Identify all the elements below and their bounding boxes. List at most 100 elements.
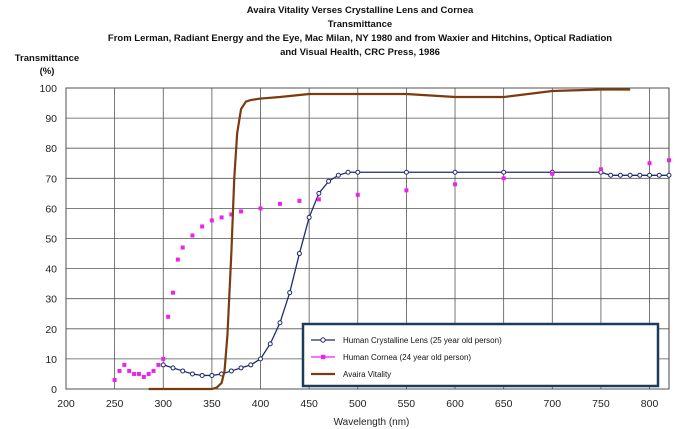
data-point bbox=[501, 169, 507, 175]
x-tick-label: 600 bbox=[446, 398, 464, 410]
x-tick-label: 250 bbox=[106, 398, 124, 410]
data-point bbox=[122, 362, 127, 367]
data-point bbox=[296, 251, 302, 257]
y-tick-label: 60 bbox=[45, 203, 57, 215]
data-point bbox=[667, 158, 671, 163]
data-point bbox=[209, 372, 215, 378]
data-point bbox=[151, 368, 156, 373]
x-tick-label: 450 bbox=[300, 398, 318, 410]
x-tick-label: 750 bbox=[592, 398, 610, 410]
data-point bbox=[297, 198, 302, 203]
y-axis-label: Transmittance (%) bbox=[8, 52, 86, 78]
data-point bbox=[136, 371, 141, 376]
y-tick-label: 10 bbox=[45, 354, 57, 366]
data-point bbox=[199, 372, 205, 378]
data-point bbox=[355, 169, 361, 175]
data-point bbox=[598, 167, 603, 172]
data-point bbox=[141, 374, 146, 379]
data-point bbox=[132, 371, 137, 376]
y-tick-label: 0 bbox=[51, 384, 57, 396]
x-tick-label: 400 bbox=[252, 398, 270, 410]
data-point bbox=[277, 201, 282, 206]
data-point bbox=[229, 212, 234, 217]
y-tick-labels: 0 10 20 30 40 50 60 70 80 90 100 bbox=[39, 83, 57, 396]
data-point bbox=[200, 224, 205, 229]
data-point bbox=[637, 172, 643, 178]
data-point bbox=[170, 365, 176, 371]
data-point bbox=[335, 172, 341, 178]
data-point bbox=[219, 215, 224, 220]
title-line-2: Transmittance bbox=[327, 19, 393, 30]
data-point bbox=[239, 209, 244, 214]
y-axis-label-line-1: Transmittance bbox=[14, 53, 80, 64]
legend-item-3: Avaira Vitality bbox=[311, 370, 391, 379]
data-point bbox=[248, 362, 254, 368]
y-tick-label: 50 bbox=[45, 234, 57, 246]
data-point bbox=[258, 206, 263, 211]
data-point bbox=[608, 172, 614, 178]
data-point bbox=[326, 178, 332, 184]
legend: Human Crystalline Lens (25 year old pers… bbox=[301, 322, 660, 388]
data-point bbox=[180, 245, 185, 250]
data-point bbox=[146, 371, 151, 376]
title-line-3: From Lerman, Radiant Energy and the Eye,… bbox=[107, 33, 613, 44]
legend-box bbox=[301, 322, 660, 388]
x-tick-label: 500 bbox=[349, 398, 367, 410]
data-point bbox=[161, 356, 166, 361]
data-point bbox=[189, 371, 195, 377]
legend-label: Human Cornea (24 year old person) bbox=[343, 353, 471, 362]
x-tick-label: 550 bbox=[398, 398, 416, 410]
data-point bbox=[117, 368, 122, 373]
y-tick-label: 70 bbox=[45, 173, 57, 185]
data-point bbox=[501, 176, 506, 181]
data-point bbox=[550, 171, 555, 176]
y-tick-label: 40 bbox=[45, 264, 57, 276]
legend-label: Human Crystalline Lens (25 year old pers… bbox=[343, 336, 502, 345]
series-3 bbox=[148, 88, 631, 391]
y-tick-label: 90 bbox=[45, 113, 57, 125]
data-point bbox=[647, 172, 653, 178]
series-2 bbox=[112, 158, 671, 382]
y-axis-label-line-2: (%) bbox=[39, 66, 55, 77]
data-point bbox=[170, 290, 175, 295]
data-point bbox=[403, 169, 409, 175]
x-tick-label: 650 bbox=[495, 398, 513, 410]
y-tick-label: 80 bbox=[45, 143, 57, 155]
x-axis-label: Wavelength (nm) bbox=[334, 417, 410, 428]
data-point bbox=[355, 192, 360, 197]
data-point bbox=[345, 169, 351, 175]
data-point bbox=[160, 362, 166, 368]
data-point bbox=[656, 172, 662, 178]
data-point bbox=[156, 362, 161, 367]
data-point bbox=[316, 190, 322, 196]
legend-swatch-marker bbox=[321, 354, 326, 360]
legend-label: Avaira Vitality bbox=[343, 370, 391, 379]
x-tick-label: 700 bbox=[544, 398, 562, 410]
data-point bbox=[666, 172, 672, 178]
data-point bbox=[287, 290, 293, 296]
title-line-1: Avaira Vitality Verses Crystalline Lens … bbox=[246, 5, 474, 16]
data-point bbox=[175, 257, 180, 262]
data-point bbox=[627, 172, 633, 178]
x-tick-label: 800 bbox=[641, 398, 659, 410]
y-tick-label: 20 bbox=[45, 324, 57, 336]
chart-title: Avaira Vitality Verses Crystalline Lens … bbox=[60, 4, 660, 60]
series-line bbox=[148, 88, 631, 391]
data-point bbox=[180, 368, 186, 374]
y-tick-label: 30 bbox=[45, 294, 57, 306]
series-group bbox=[112, 88, 672, 391]
legend-swatch-marker bbox=[320, 337, 326, 343]
y-tick-label: 100 bbox=[39, 83, 57, 95]
data-point bbox=[617, 172, 623, 178]
data-point bbox=[112, 377, 117, 382]
title-line-4: and Visual Health, CRC Press, 1986 bbox=[280, 47, 440, 58]
data-point bbox=[404, 188, 409, 193]
data-point bbox=[258, 356, 264, 362]
series-1 bbox=[160, 169, 672, 378]
data-point bbox=[316, 197, 321, 202]
legend-item-1: Human Crystalline Lens (25 year old pers… bbox=[311, 336, 502, 345]
x-tick-labels: 200 250 300 350 400 450 500 550 600 650 700 750 800 bbox=[57, 398, 658, 410]
data-point bbox=[190, 233, 195, 238]
data-point bbox=[452, 169, 458, 175]
